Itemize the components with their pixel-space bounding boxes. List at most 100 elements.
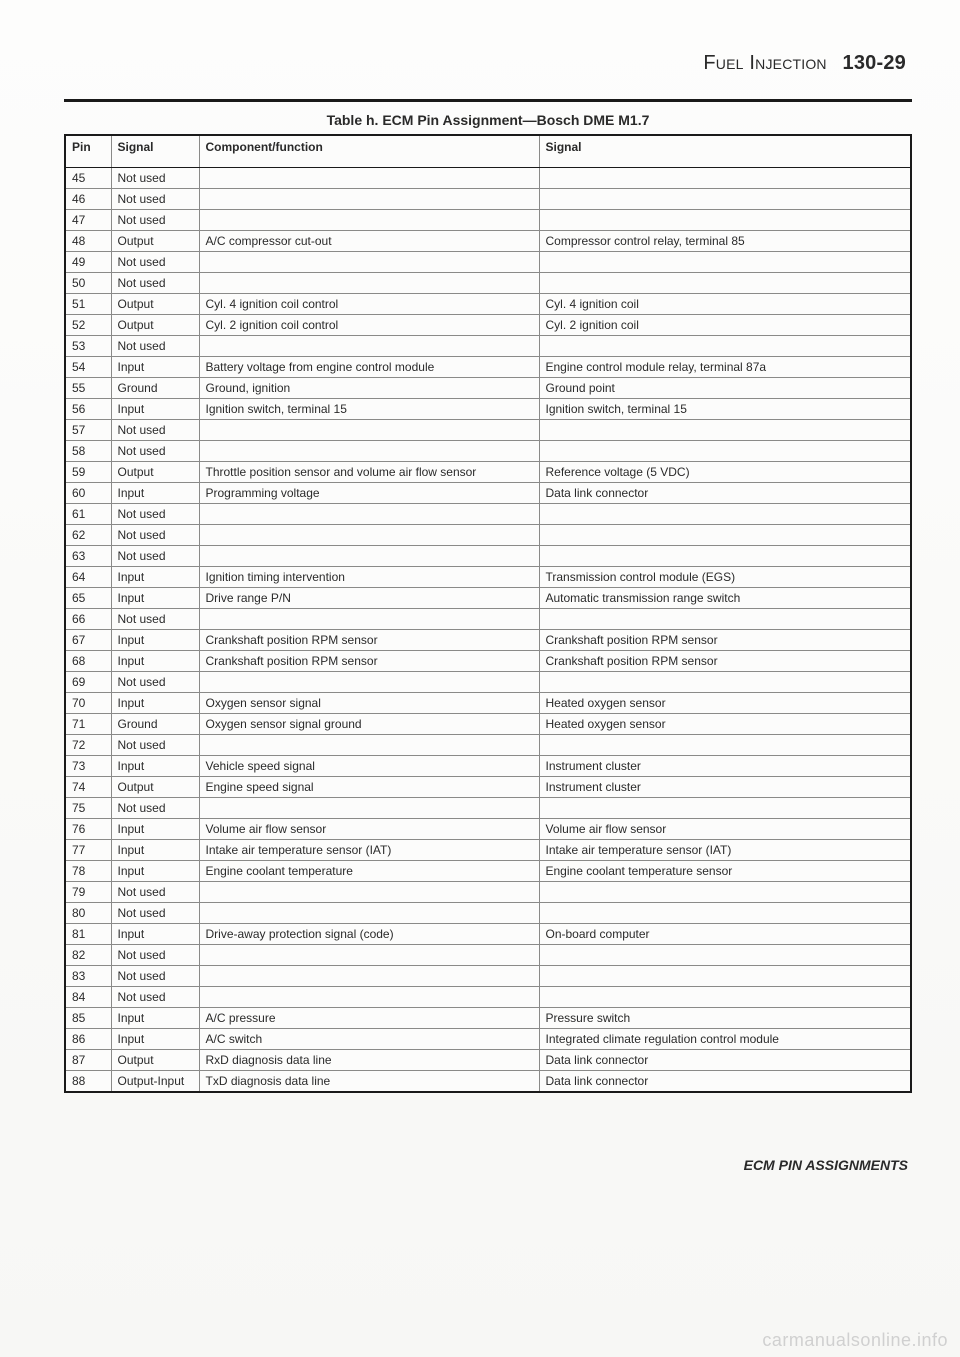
cell-signal: Not used <box>111 902 199 923</box>
cell-signal: Output <box>111 230 199 251</box>
cell-pin: 70 <box>65 692 111 713</box>
cell-pin: 71 <box>65 713 111 734</box>
cell-signal2: Crankshaft position RPM sensor <box>539 650 911 671</box>
table-row: 68InputCrankshaft position RPM sensorCra… <box>65 650 911 671</box>
cell-component <box>199 440 539 461</box>
cell-signal2: Cyl. 2 ignition coil <box>539 314 911 335</box>
table-row: 80Not used <box>65 902 911 923</box>
cell-signal: Output <box>111 776 199 797</box>
cell-pin: 84 <box>65 986 111 1007</box>
cell-pin: 86 <box>65 1028 111 1049</box>
cell-pin: 59 <box>65 461 111 482</box>
cell-pin: 51 <box>65 293 111 314</box>
cell-signal2 <box>539 608 911 629</box>
cell-signal: Not used <box>111 419 199 440</box>
cell-pin: 64 <box>65 566 111 587</box>
cell-signal2 <box>539 167 911 188</box>
table-row: 58Not used <box>65 440 911 461</box>
table-row: 49Not used <box>65 251 911 272</box>
cell-pin: 87 <box>65 1049 111 1070</box>
cell-component: Drive-away protection signal (code) <box>199 923 539 944</box>
cell-pin: 85 <box>65 1007 111 1028</box>
col-header-signal2: Signal <box>539 135 911 167</box>
table-row: 60InputProgramming voltageData link conn… <box>65 482 911 503</box>
cell-pin: 77 <box>65 839 111 860</box>
table-row: 75Not used <box>65 797 911 818</box>
cell-signal: Input <box>111 1007 199 1028</box>
col-header-component: Component/function <box>199 135 539 167</box>
cell-component <box>199 335 539 356</box>
cell-signal: Output <box>111 293 199 314</box>
cell-signal2: Heated oxygen sensor <box>539 713 911 734</box>
cell-component <box>199 209 539 230</box>
table-body: 45Not used46Not used47Not used48OutputA/… <box>65 167 911 1092</box>
cell-signal2: Instrument cluster <box>539 776 911 797</box>
cell-signal: Input <box>111 629 199 650</box>
cell-component <box>199 944 539 965</box>
cell-signal: Input <box>111 566 199 587</box>
table-row: 46Not used <box>65 188 911 209</box>
cell-component: Engine speed signal <box>199 776 539 797</box>
cell-signal2: Heated oxygen sensor <box>539 692 911 713</box>
cell-signal: Input <box>111 818 199 839</box>
cell-component: A/C compressor cut-out <box>199 230 539 251</box>
cell-pin: 67 <box>65 629 111 650</box>
cell-component <box>199 986 539 1007</box>
cell-signal: Not used <box>111 503 199 524</box>
cell-pin: 62 <box>65 524 111 545</box>
table-row: 71GroundOxygen sensor signal groundHeate… <box>65 713 911 734</box>
cell-signal: Input <box>111 356 199 377</box>
cell-signal: Input <box>111 398 199 419</box>
cell-signal2 <box>539 797 911 818</box>
table-row: 52OutputCyl. 2 ignition coil controlCyl.… <box>65 314 911 335</box>
section-heading: Fuel Injection 130-29 <box>64 50 912 79</box>
cell-component <box>199 167 539 188</box>
cell-pin: 88 <box>65 1070 111 1092</box>
header-rule <box>64 99 912 102</box>
cell-pin: 65 <box>65 587 111 608</box>
cell-signal2: Ground point <box>539 377 911 398</box>
cell-signal2: Data link connector <box>539 1070 911 1092</box>
cell-signal2 <box>539 419 911 440</box>
cell-component: Throttle position sensor and volume air … <box>199 461 539 482</box>
cell-signal2 <box>539 986 911 1007</box>
cell-signal2 <box>539 209 911 230</box>
cell-signal: Input <box>111 482 199 503</box>
cell-signal: Not used <box>111 797 199 818</box>
cell-signal2: Transmission control module (EGS) <box>539 566 911 587</box>
table-row: 84Not used <box>65 986 911 1007</box>
cell-component <box>199 524 539 545</box>
cell-signal: Not used <box>111 545 199 566</box>
cell-signal: Not used <box>111 440 199 461</box>
cell-component <box>199 734 539 755</box>
table-header-row: Pin Signal Component/function Signal <box>65 135 911 167</box>
cell-signal: Input <box>111 839 199 860</box>
cell-signal: Output <box>111 314 199 335</box>
cell-signal2: Pressure switch <box>539 1007 911 1028</box>
table-row: 85InputA/C pressurePressure switch <box>65 1007 911 1028</box>
cell-signal2 <box>539 440 911 461</box>
cell-pin: 80 <box>65 902 111 923</box>
table-row: 45Not used <box>65 167 911 188</box>
col-header-signal: Signal <box>111 135 199 167</box>
cell-signal2 <box>539 965 911 986</box>
cell-signal2 <box>539 251 911 272</box>
cell-signal2: Volume air flow sensor <box>539 818 911 839</box>
cell-pin: 47 <box>65 209 111 230</box>
table-row: 65InputDrive range P/NAutomatic transmis… <box>65 587 911 608</box>
cell-signal: Not used <box>111 734 199 755</box>
table-row: 66Not used <box>65 608 911 629</box>
cell-component <box>199 608 539 629</box>
table-row: 62Not used <box>65 524 911 545</box>
cell-signal2: Intake air temperature sensor (IAT) <box>539 839 911 860</box>
cell-signal: Not used <box>111 272 199 293</box>
cell-pin: 72 <box>65 734 111 755</box>
cell-component: Battery voltage from engine control modu… <box>199 356 539 377</box>
cell-signal2 <box>539 272 911 293</box>
cell-signal: Input <box>111 923 199 944</box>
cell-component: Cyl. 2 ignition coil control <box>199 314 539 335</box>
table-row: 87OutputRxD diagnosis data lineData link… <box>65 1049 911 1070</box>
cell-signal: Not used <box>111 209 199 230</box>
cell-signal2 <box>539 188 911 209</box>
table-row: 64InputIgnition timing interventionTrans… <box>65 566 911 587</box>
